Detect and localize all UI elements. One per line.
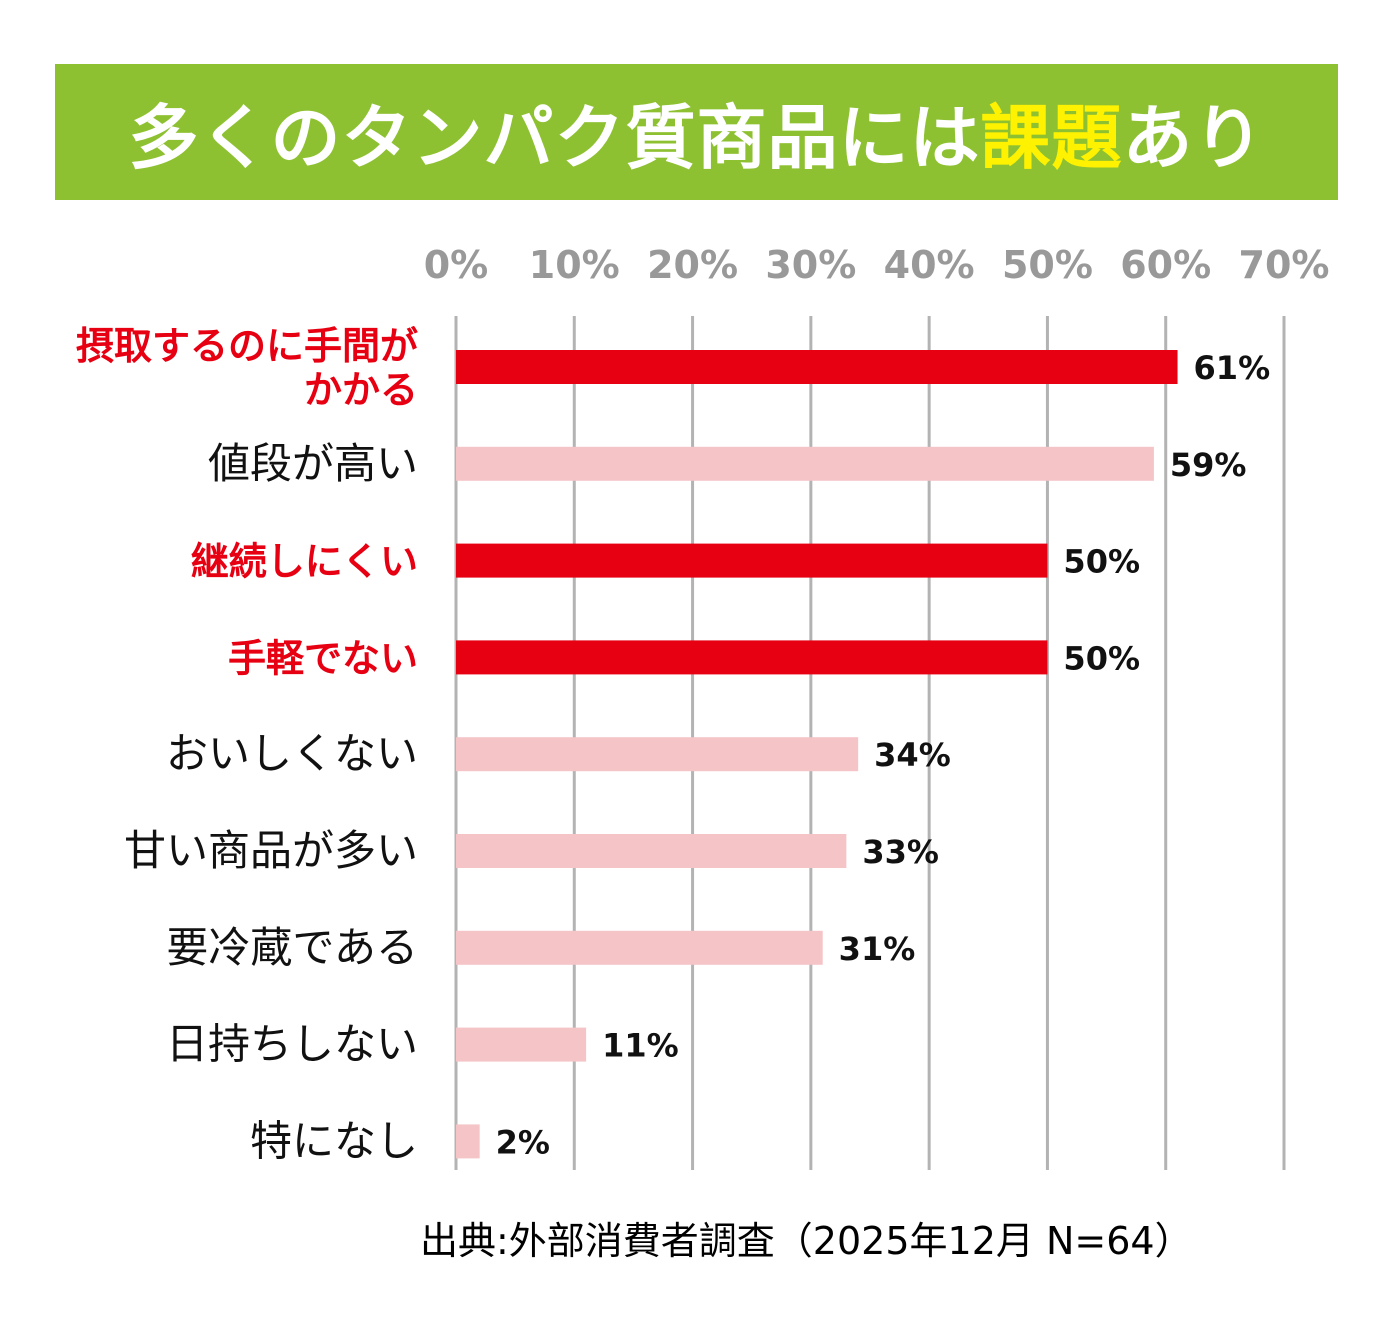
category-label: 手軽でない [228, 636, 418, 680]
value-label: 11% [602, 1027, 679, 1065]
value-label: 50% [1063, 639, 1140, 677]
bar [456, 1124, 480, 1159]
x-tick-label: 0% [424, 243, 489, 287]
x-tick-label: 70% [1239, 243, 1330, 287]
source-note: 出典:外部消費者調査（2025年12月 N=64） [420, 1219, 1193, 1263]
x-tick-label: 20% [647, 243, 738, 287]
title-part-2: あり [1122, 96, 1265, 179]
category-label: 日持ちしない [166, 1020, 418, 1069]
value-label: 59% [1170, 446, 1247, 484]
x-tick-label: 10% [529, 243, 620, 287]
category-label: 特になし [250, 1116, 418, 1165]
x-tick-label: 30% [765, 243, 856, 287]
category-label: かかる [304, 368, 418, 412]
x-tick-label: 50% [1002, 243, 1093, 287]
bar [456, 834, 847, 868]
bar [456, 543, 1048, 578]
title-banner: 多くのタンパク質商品には課題あり [55, 64, 1338, 200]
bar [456, 930, 823, 965]
category-label: 要冷蔵である [166, 923, 418, 972]
bar [456, 350, 1178, 384]
bar [456, 640, 1048, 675]
title-highlight: 課題 [980, 96, 1123, 179]
x-tick-label: 60% [1120, 243, 1211, 287]
value-label: 34% [874, 736, 951, 774]
chart-title: 多くのタンパク質商品には課題あり [129, 82, 1265, 183]
value-label: 31% [839, 930, 916, 968]
value-label: 50% [1063, 543, 1140, 581]
value-label: 2% [496, 1123, 550, 1161]
x-tick-label: 40% [884, 243, 975, 287]
category-label: おいしくない [166, 729, 418, 778]
bar [456, 1027, 587, 1062]
category-label: 甘い商品が多い [124, 826, 418, 875]
title-part-1: 多くのタンパク質商品には [128, 96, 981, 179]
bar [456, 446, 1154, 481]
bar [456, 737, 859, 772]
value-label: 61% [1194, 349, 1271, 387]
category-label: 継続しにくい [191, 540, 418, 584]
category-label: 値段が高い [208, 439, 418, 488]
value-label: 33% [862, 833, 939, 871]
category-label: 摂取するのに手間が [76, 324, 418, 368]
